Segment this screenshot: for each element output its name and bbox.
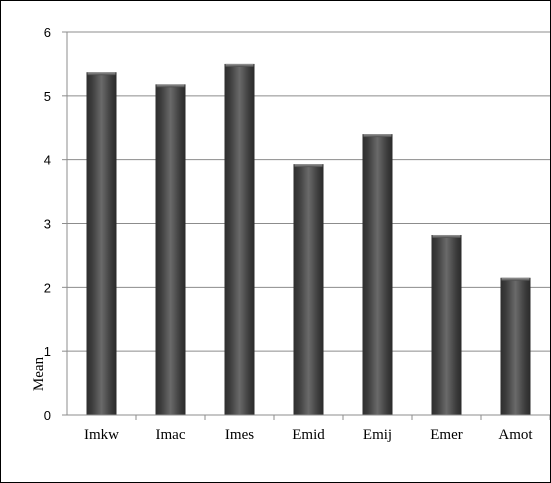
bar [86,72,117,415]
x-tick-label: Emer [430,427,462,443]
bar-body [500,277,531,415]
x-tick-labels: Imkw Imac Imes Emid Emij Emer Amot [84,427,533,443]
bar-cap [225,63,254,67]
y-tick-label: 6 [44,25,51,40]
y-tick-label: 5 [44,89,51,104]
bar-cap [294,164,323,168]
bar-body [293,164,324,415]
bars [86,63,531,416]
bar-cap [432,234,461,238]
x-tick-label: Imac [156,427,186,443]
bar [431,234,462,415]
y-tick-labels: 0 1 2 3 4 5 6 [44,25,51,423]
bar-cap [156,84,185,88]
bar-body [431,234,462,415]
x-tick-label: Imkw [84,427,119,443]
bar-body [362,134,393,415]
axes [62,31,550,420]
bar-body [155,84,186,416]
bar [293,164,324,415]
y-tick-label: 3 [44,217,51,232]
bar [362,134,393,415]
bar-cap [87,72,116,76]
bar-cap [501,277,530,281]
bar-body [224,63,255,416]
x-tick-label: Emij [363,427,392,443]
bar [500,277,531,415]
bar-cap [363,134,392,138]
y-tick-label: 2 [44,280,51,295]
y-tick-label: 1 [44,344,51,359]
y-axis-title: Mean [31,356,47,391]
x-tick-label: Imes [225,427,254,443]
bar [224,63,255,416]
y-tick-label: 0 [44,408,51,423]
y-tick-label: 4 [44,153,51,168]
x-tick-label: Amot [498,427,533,443]
bar [155,84,186,416]
x-tick-label: Emid [292,427,325,443]
bar-body [86,72,117,415]
